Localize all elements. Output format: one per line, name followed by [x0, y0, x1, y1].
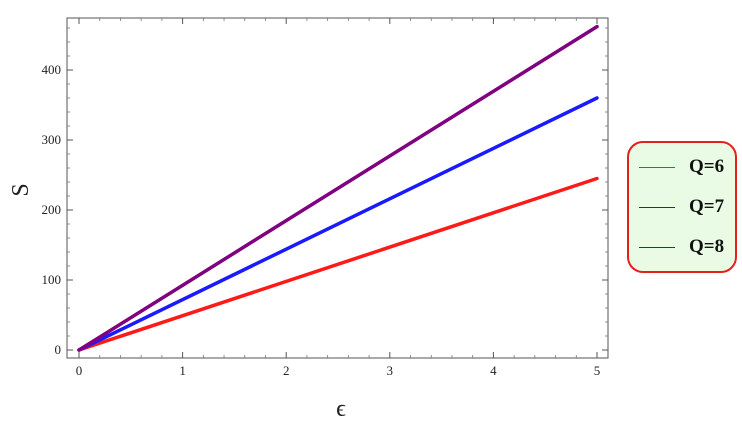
series-line-q8 — [77, 24, 599, 352]
x-axis-ticks: 0 1 2 3 4 5 — [76, 18, 601, 378]
legend-label-q8: Q=8 — [689, 236, 725, 257]
x-tick-label: 0 — [76, 363, 83, 378]
x-tick-label: 4 — [490, 363, 497, 378]
legend-item-q7: Q=7 — [639, 195, 724, 219]
plot-frame — [66, 17, 609, 359]
y-axis-ticks: 0 100 200 300 400 — [42, 27, 608, 357]
series-line-q6 — [77, 176, 599, 352]
x-tick-label: 3 — [387, 363, 394, 378]
y-tick-label: 200 — [42, 202, 62, 217]
y-axis-label: S — [8, 183, 34, 196]
legend-swatch-q6 — [639, 166, 675, 168]
legend-label-q7: Q=7 — [689, 196, 725, 217]
x-tick-label: 2 — [283, 363, 290, 378]
y-tick-label: 100 — [42, 272, 62, 287]
series-lines — [77, 24, 599, 352]
legend-swatch-q7 — [639, 206, 675, 208]
legend-swatch-q8 — [639, 246, 675, 248]
y-tick-label: 300 — [42, 132, 62, 147]
x-axis-label: ϵ — [336, 396, 346, 422]
legend-item-q8: Q=8 — [639, 235, 724, 259]
legend-item-q6: Q=6 — [639, 155, 724, 179]
legend-label-q6: Q=6 — [689, 156, 725, 177]
y-tick-label: 400 — [42, 62, 62, 77]
legend: Q=6 Q=7 Q=8 — [627, 141, 737, 273]
y-tick-label: 0 — [55, 342, 62, 357]
series-line-q7 — [77, 96, 599, 352]
x-tick-label: 5 — [594, 363, 601, 378]
x-tick-label: 1 — [179, 363, 186, 378]
